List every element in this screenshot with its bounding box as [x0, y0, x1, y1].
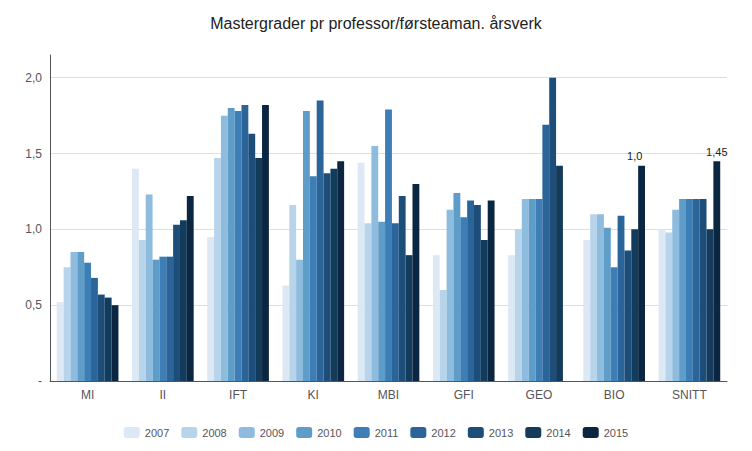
- svg-text:Mastergrader pr professor/førs: Mastergrader pr professor/førsteaman. år…: [210, 15, 543, 32]
- svg-text:2011: 2011: [375, 427, 399, 439]
- svg-text:2007: 2007: [145, 427, 169, 439]
- svg-text:2014: 2014: [546, 427, 570, 439]
- svg-text:GFI: GFI: [454, 388, 474, 402]
- svg-text:2,0: 2,0: [25, 71, 42, 85]
- svg-text:2010: 2010: [317, 427, 341, 439]
- svg-text:KI: KI: [308, 388, 319, 402]
- svg-text:2008: 2008: [202, 427, 226, 439]
- svg-text:2015: 2015: [604, 427, 628, 439]
- svg-text:II: II: [159, 388, 166, 402]
- svg-text:BIO: BIO: [604, 388, 625, 402]
- svg-text:2009: 2009: [260, 427, 284, 439]
- svg-text:GEO: GEO: [526, 388, 553, 402]
- svg-text:MI: MI: [81, 388, 94, 402]
- svg-text:2013: 2013: [489, 427, 513, 439]
- svg-text:0,5: 0,5: [25, 298, 42, 312]
- svg-text:-: -: [38, 374, 42, 388]
- svg-text:1,5: 1,5: [25, 147, 42, 161]
- svg-text:1,0: 1,0: [25, 222, 42, 236]
- svg-text:IFT: IFT: [229, 388, 248, 402]
- svg-text:2012: 2012: [431, 427, 455, 439]
- svg-text:SNITT: SNITT: [672, 388, 707, 402]
- svg-text:1,45: 1,45: [706, 146, 727, 158]
- svg-text:1,0: 1,0: [627, 150, 642, 162]
- svg-text:MBI: MBI: [378, 388, 399, 402]
